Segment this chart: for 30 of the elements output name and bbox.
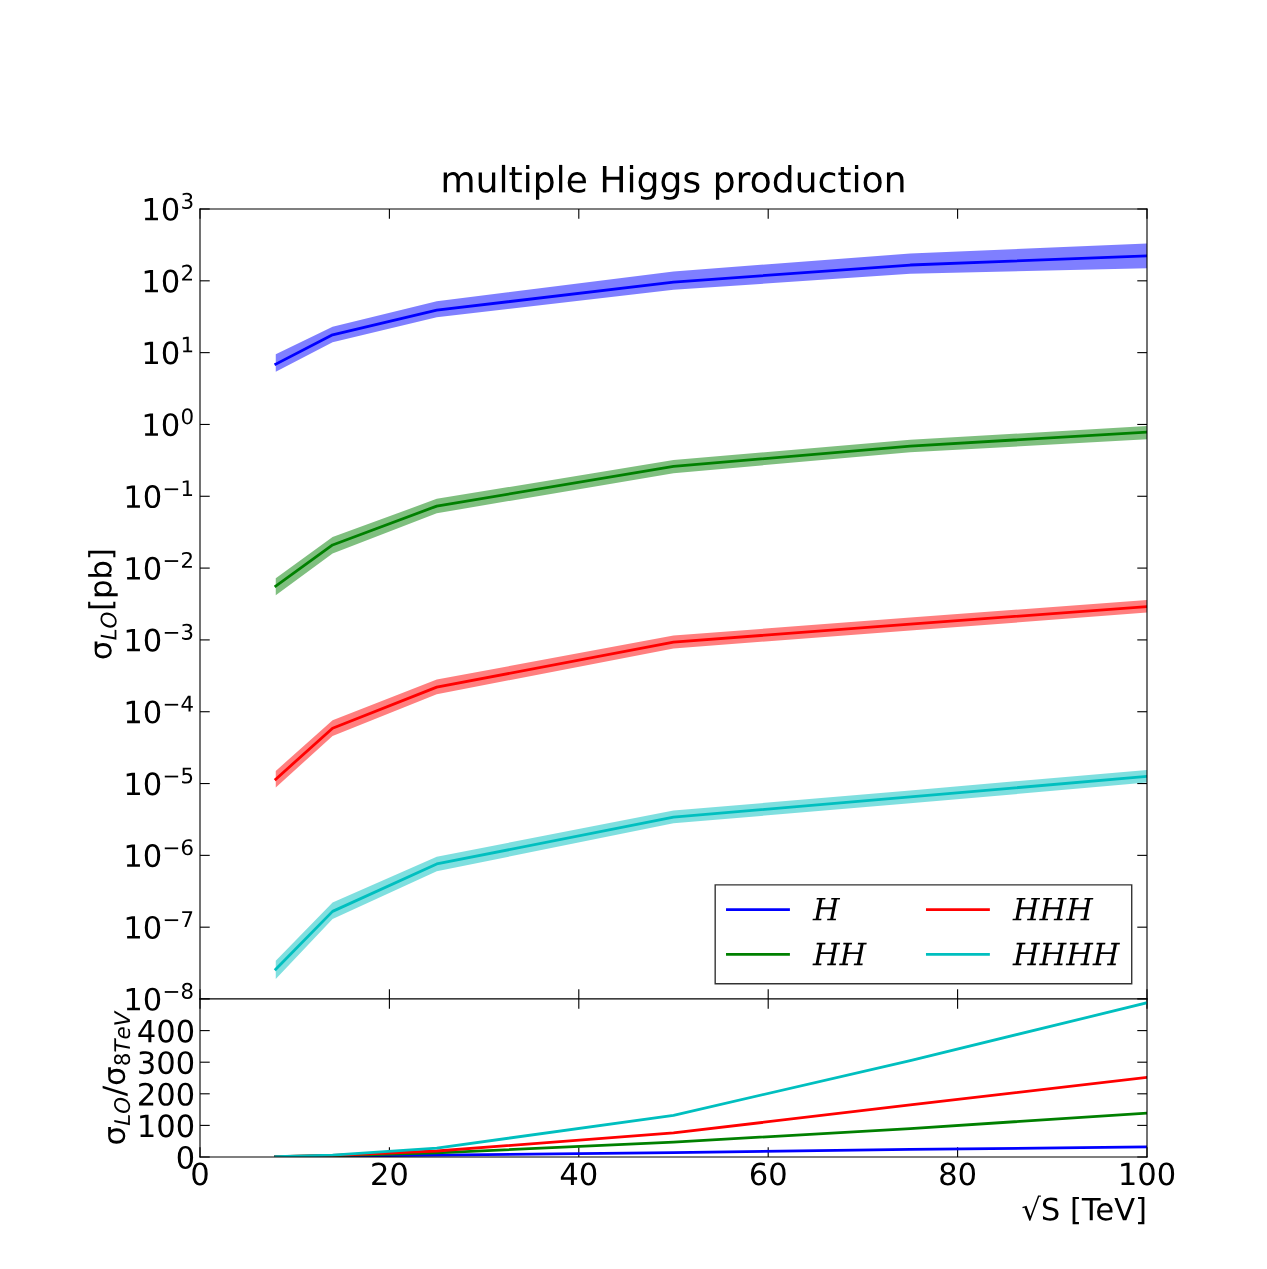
y-tick-label: 10$^{−3}$ xyxy=(126,623,193,652)
y-tick-label: 10$^{−4}$ xyxy=(126,695,193,724)
y-tick-label: 100 xyxy=(140,1114,194,1138)
y-tick-label: 10$^{3}$ xyxy=(144,192,193,221)
y-tick-label: 10$^{−2}$ xyxy=(126,551,192,580)
legend-label: HHH xyxy=(1012,898,1094,921)
x-tick-label: 40 xyxy=(560,1162,597,1186)
y-tick-label: 300 xyxy=(139,1051,194,1075)
y-axis-title: σ$_{LO}$/σ$_{8TeV}$ xyxy=(102,1010,131,1144)
y-tick-label: 10$^{2}$ xyxy=(144,264,192,293)
line-series xyxy=(274,1001,1147,1157)
y-tick-label: 10$^{−7}$ xyxy=(126,911,193,940)
y-tick-label: 10$^{−5}$ xyxy=(126,767,193,796)
x-tick-label: 20 xyxy=(372,1162,407,1186)
legend-label: HHHH xyxy=(1012,942,1120,966)
y-tick-label: 10$^{−1}$ xyxy=(126,480,193,509)
y-tick-label: 10$^{0}$ xyxy=(144,408,193,437)
legend-label: H xyxy=(812,898,841,921)
x-tick-label: 80 xyxy=(940,1162,976,1186)
y-tick-label: 200 xyxy=(139,1082,194,1106)
chart-title: multiple Higgs production xyxy=(443,164,904,200)
y-tick-label: 10$^{−6}$ xyxy=(126,839,193,868)
y-tick-label: 10$^{−8}$ xyxy=(126,982,193,1011)
x-tick-label: 100 xyxy=(1121,1162,1175,1186)
legend-label: HH xyxy=(812,942,867,966)
x-tick-label: 60 xyxy=(750,1162,786,1186)
y-tick-label: 400 xyxy=(138,1019,194,1043)
x-axis-title: √S [TeV] xyxy=(1022,1195,1145,1225)
y-tick-label: 10$^{1}$ xyxy=(144,336,193,365)
y-axis-title: σ$_{LO}$[pb] xyxy=(88,550,118,659)
